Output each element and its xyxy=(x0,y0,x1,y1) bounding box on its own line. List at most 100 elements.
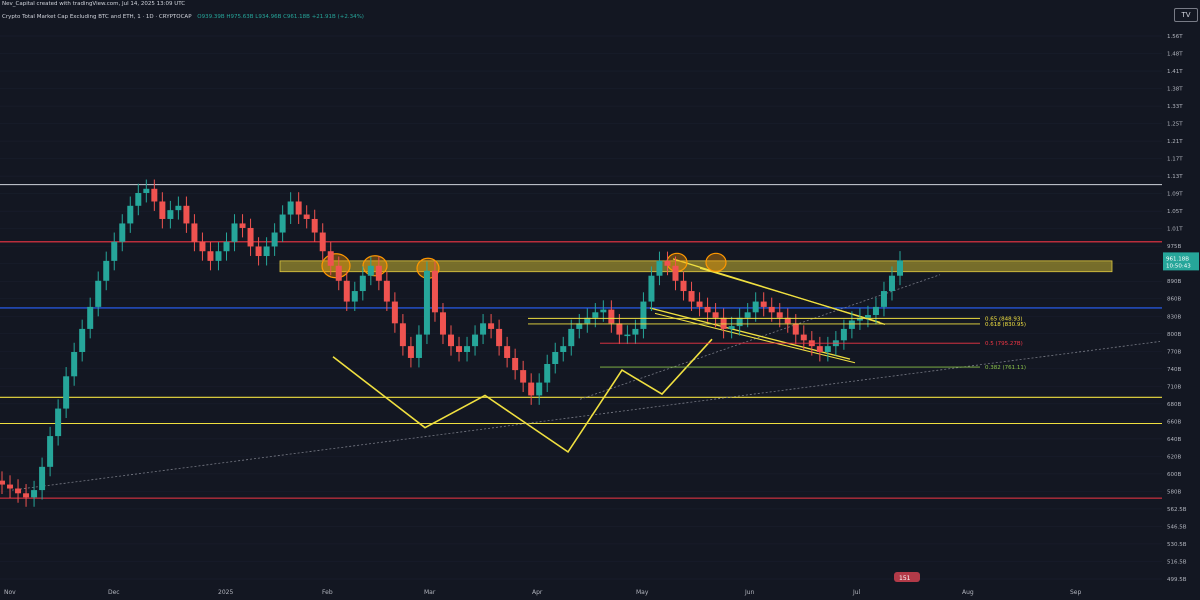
author-line: Nev_Capital created with tradingView.com… xyxy=(2,1,186,7)
x-tick-label: Sep xyxy=(1070,589,1082,596)
x-tick-label: Jun xyxy=(744,589,755,596)
y-tick-label: 740B xyxy=(1167,367,1181,373)
y-tick-label: 516.5B xyxy=(1167,559,1187,565)
y-tick-label: 1.48T xyxy=(1167,52,1183,58)
candle-body xyxy=(840,328,847,341)
y-tick-label: 1.33T xyxy=(1167,104,1183,110)
y-tick-label: 1.21T xyxy=(1167,139,1183,145)
candle-body xyxy=(472,334,479,347)
candle-body xyxy=(215,251,222,261)
candle-body xyxy=(736,317,743,327)
candle-body xyxy=(231,223,238,242)
candle-body xyxy=(295,201,302,215)
candle-body xyxy=(664,260,671,266)
candle-body xyxy=(71,352,78,377)
dashed-trendline xyxy=(579,274,941,400)
candle-body xyxy=(608,309,615,324)
candle-body xyxy=(897,260,903,276)
candle-body xyxy=(712,312,719,318)
candle-body xyxy=(592,312,599,318)
candle-body xyxy=(816,346,823,353)
candle-body xyxy=(784,317,791,324)
y-tick-label: 1.56T xyxy=(1167,34,1183,40)
candle-body xyxy=(63,376,70,409)
candle-body xyxy=(159,201,166,219)
candle-body xyxy=(768,306,775,313)
horizontal-levels xyxy=(0,184,1162,499)
candle-body xyxy=(672,265,679,281)
symbol-line: Crypto Total Market Cap Excluding BTC an… xyxy=(2,14,364,20)
candle-body xyxy=(79,328,86,353)
last-price-tag xyxy=(1163,252,1199,271)
candle-body xyxy=(552,352,559,365)
y-tick-label: 1.38T xyxy=(1167,87,1183,93)
y-tick-label: 660B xyxy=(1167,419,1181,425)
candle-body xyxy=(183,205,190,224)
y-tick-label: 1.05T xyxy=(1167,209,1183,215)
candle-body xyxy=(319,232,326,252)
y-tick-label: 800B xyxy=(1167,332,1181,338)
candle-body xyxy=(584,317,591,324)
channel-line xyxy=(699,267,881,323)
candle-body xyxy=(512,357,519,371)
tradingview-logo[interactable]: TV xyxy=(1174,8,1198,22)
event-badge xyxy=(894,572,920,582)
candle-body xyxy=(335,265,342,281)
candle-body xyxy=(87,306,94,329)
candle-body xyxy=(776,312,783,318)
candle-body xyxy=(383,280,390,302)
x-tick-label: Nov xyxy=(4,589,16,596)
candle-body xyxy=(560,346,567,353)
fib-label: 0.618 (830.95) xyxy=(985,322,1026,328)
resistance-touch-marker xyxy=(705,252,727,272)
fib-levels: 0.65 (848.93)0.618 (830.95) 0.5 (795.27B)… xyxy=(528,316,1026,371)
y-axis: 1.56T 1.48T 1.41T 1.38T 1.33T 1.25T 1.21T 1.17T… xyxy=(1167,34,1187,583)
dashed-trendline xyxy=(11,341,1161,491)
x-tick-label: Mar xyxy=(424,589,436,596)
candle-body xyxy=(760,301,767,307)
channel-line xyxy=(649,307,851,360)
x-tick-label: Jul xyxy=(852,589,861,596)
resistance-touch-marker xyxy=(362,255,388,277)
candle-body xyxy=(696,301,703,307)
candle-body xyxy=(151,188,158,202)
x-axis: Nov Dec 2025 Feb Mar Apr May Jun Jul Aug Sep xyxy=(4,589,1082,596)
candles xyxy=(0,179,903,507)
candle-body xyxy=(23,493,30,498)
candle-body xyxy=(880,291,887,307)
candle-body xyxy=(359,275,366,292)
candle-body xyxy=(792,323,799,335)
y-tick-label: 1.01T xyxy=(1167,227,1183,233)
candle-body xyxy=(15,488,22,494)
candle-body xyxy=(271,232,278,247)
y-tick-label: 620B xyxy=(1167,454,1181,460)
candle-body xyxy=(616,323,623,335)
candle-body xyxy=(488,323,495,329)
candle-body xyxy=(287,201,294,215)
channel-line xyxy=(654,312,856,364)
y-tick-label: 1.25T xyxy=(1167,122,1183,128)
candle-body xyxy=(536,382,543,396)
candle-body xyxy=(439,312,446,335)
candle-body xyxy=(656,260,663,276)
candle-body xyxy=(103,260,110,281)
candle-body xyxy=(431,270,438,313)
y-tick-label: 830B xyxy=(1167,314,1181,320)
candle-body xyxy=(55,408,62,437)
candle-body xyxy=(7,484,14,489)
y-tick-label: 710B xyxy=(1167,384,1181,390)
candle-body xyxy=(648,275,655,302)
fib-label: 0.65 (848.93) xyxy=(985,316,1023,322)
candle-body xyxy=(800,334,807,341)
candle-body xyxy=(568,328,575,347)
candle-body xyxy=(327,251,334,266)
candle-body xyxy=(399,323,406,347)
candle-body xyxy=(143,188,150,193)
candle-body xyxy=(223,241,230,252)
candle-body xyxy=(415,334,422,358)
x-tick-label: Apr xyxy=(532,589,543,596)
candle-body xyxy=(135,192,142,206)
